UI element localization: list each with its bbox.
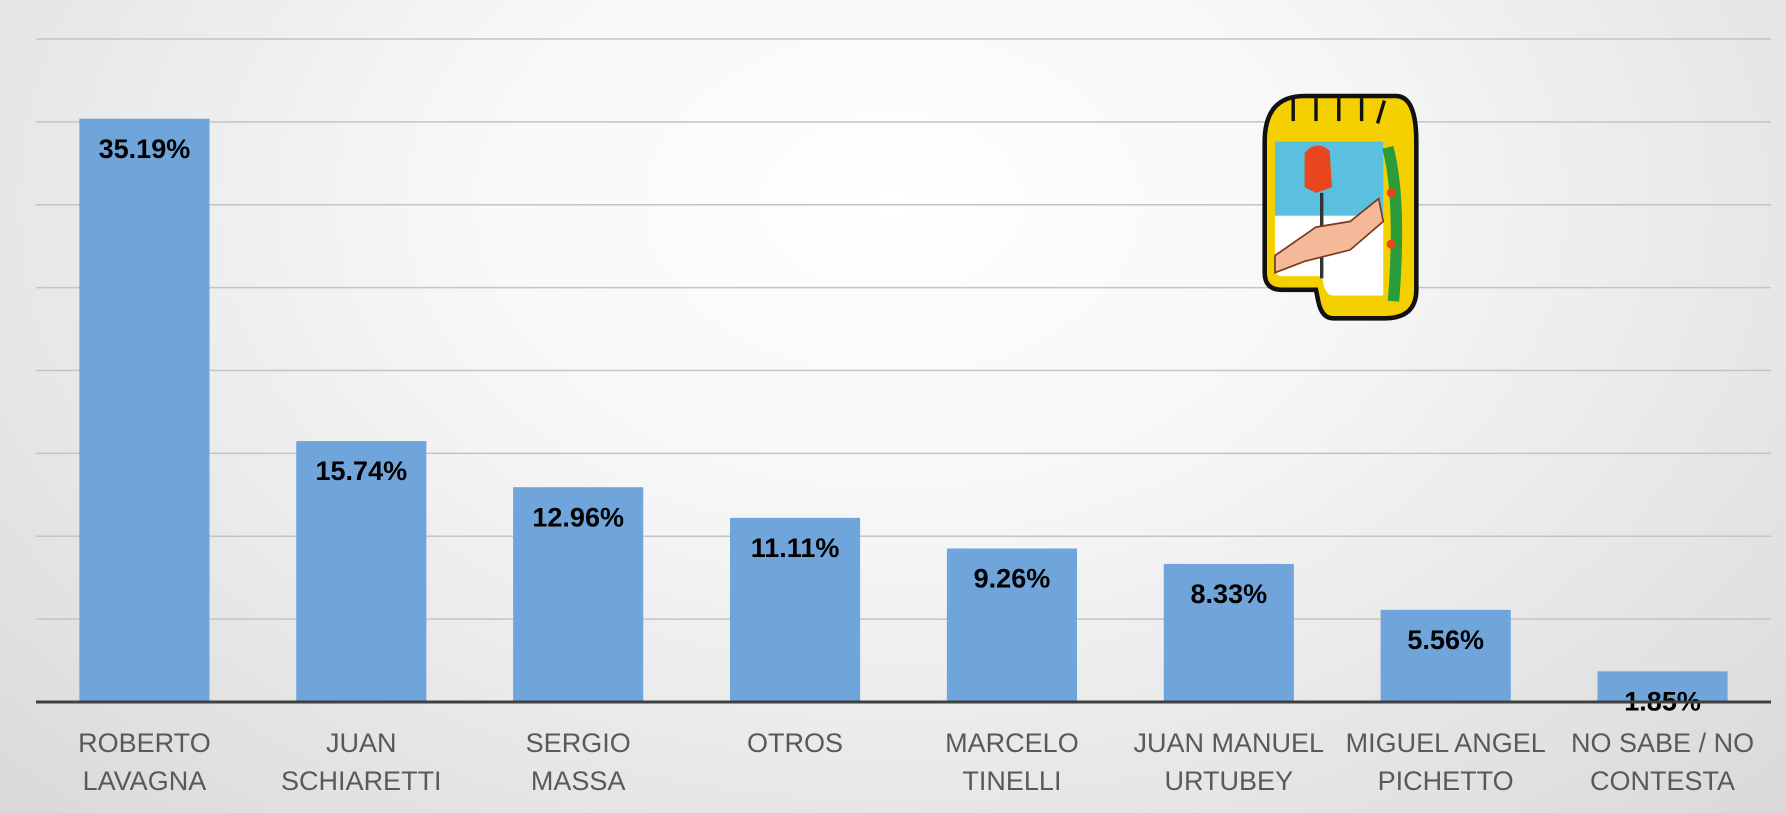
x-tick-label: MIGUEL ANGEL PICHETTO <box>1345 728 1546 796</box>
x-tick-label: JUAN MANUEL URTUBEY <box>1133 728 1325 796</box>
x-tick-label: OTROS <box>747 728 844 758</box>
value-label: 5.56% <box>1407 625 1484 655</box>
x-tick-label: SERGIO MASSA <box>525 728 631 796</box>
logo <box>1262 93 1419 321</box>
bar <box>1163 563 1294 702</box>
bar <box>513 487 644 702</box>
value-label: 11.11% <box>751 533 840 563</box>
bar <box>730 517 861 702</box>
bar <box>1597 671 1728 702</box>
value-label: 35.19% <box>99 134 191 164</box>
bar <box>1380 609 1511 702</box>
bar <box>946 548 1077 702</box>
value-label: 9.26% <box>974 564 1051 594</box>
value-label: 8.33% <box>1191 579 1268 609</box>
x-tick-label: MARCELO TINELLI <box>945 728 1079 796</box>
x-tick-label: JUAN SCHIARETTI <box>281 728 442 796</box>
x-tick-label: ROBERTO LAVAGNA <box>78 728 211 796</box>
bar <box>79 118 210 702</box>
value-label: 12.96% <box>532 502 624 532</box>
value-label: 15.74% <box>316 456 408 486</box>
bar <box>296 441 427 702</box>
x-tick-label: NO SABE / NO CONTESTA <box>1571 728 1755 796</box>
